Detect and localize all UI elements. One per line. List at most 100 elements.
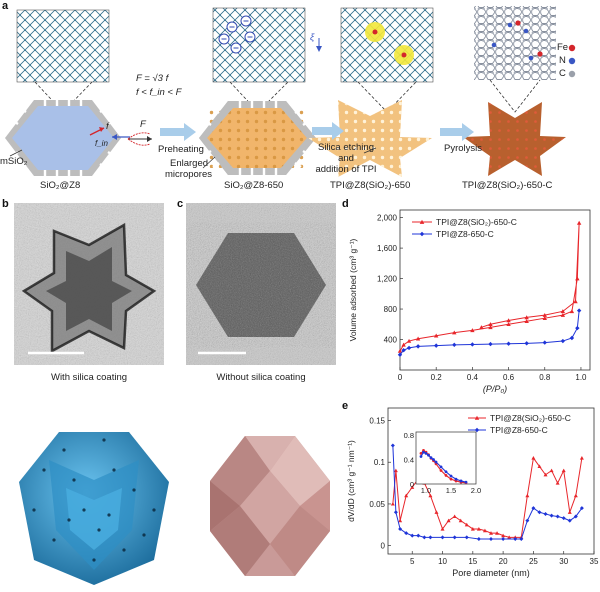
y-tick-label: 800 bbox=[384, 305, 398, 314]
data-point bbox=[560, 338, 566, 344]
data-point bbox=[452, 342, 457, 348]
inset-y-tick-label: 0 bbox=[410, 480, 414, 489]
data-point bbox=[549, 513, 554, 518]
data-point bbox=[428, 535, 433, 540]
inset-point bbox=[444, 474, 448, 477]
data-point bbox=[542, 312, 547, 317]
data-point bbox=[513, 536, 518, 541]
series-line-0 bbox=[399, 222, 580, 352]
data-point bbox=[549, 468, 554, 473]
data-point bbox=[476, 526, 481, 531]
panel-c-label: c bbox=[177, 198, 184, 210]
enlarged-label-1: Enlarged bbox=[170, 158, 209, 169]
legend-marker bbox=[419, 231, 425, 237]
graphene-zoom bbox=[474, 6, 556, 80]
tem-image-with-coating bbox=[14, 203, 164, 365]
x-tick-label: 15 bbox=[468, 557, 477, 566]
data-point bbox=[489, 536, 493, 541]
data-point bbox=[495, 531, 500, 535]
data-point bbox=[519, 536, 524, 541]
legend-fe: Fe bbox=[557, 42, 569, 53]
data-point bbox=[537, 510, 542, 515]
data-point bbox=[555, 481, 560, 485]
inset-point bbox=[449, 474, 453, 478]
data-point bbox=[579, 506, 584, 511]
y-tick-label: 1,200 bbox=[377, 275, 398, 284]
data-point bbox=[410, 533, 415, 538]
data-point bbox=[542, 315, 547, 320]
stage3-label: TPI@Z8(SiO₂)-650 bbox=[330, 180, 411, 191]
x-tick-label: 5 bbox=[410, 557, 415, 566]
process-arrows bbox=[160, 122, 474, 141]
data-point bbox=[561, 516, 566, 521]
inset-point bbox=[419, 452, 423, 455]
panel-e-label: e bbox=[342, 400, 349, 412]
inset-point bbox=[432, 458, 435, 461]
chart-e: 5 10 15 20 25 30 35 0 0.05 0.1 0.15 Pore diameter (… bbox=[346, 407, 599, 578]
data-point bbox=[404, 531, 409, 536]
force-F-label: F bbox=[140, 119, 146, 130]
force-f-label: f bbox=[106, 121, 109, 132]
data-point bbox=[415, 336, 421, 341]
particle-sio2-z8-650 bbox=[199, 101, 316, 175]
schematic-svg bbox=[5, 6, 576, 177]
data-point bbox=[433, 333, 439, 338]
data-point bbox=[501, 533, 506, 538]
inset-point bbox=[419, 455, 423, 458]
x-tick-label: 0.8 bbox=[539, 373, 551, 382]
data-point bbox=[488, 325, 493, 330]
data-point bbox=[569, 335, 575, 341]
data-point bbox=[488, 322, 493, 327]
data-point bbox=[452, 330, 457, 335]
stage1-label: SiO₂@Z8 bbox=[40, 180, 81, 191]
tem-c-caption: Without silica coating bbox=[216, 372, 306, 383]
data-point bbox=[458, 518, 463, 523]
step-etching-2: and bbox=[338, 153, 354, 164]
panel-a-label: a bbox=[2, 0, 9, 12]
data-point bbox=[575, 276, 580, 281]
data-point bbox=[573, 299, 578, 304]
step-etching-1: Silica etching bbox=[318, 142, 374, 153]
x-tick-label: 10 bbox=[438, 557, 447, 566]
data-point bbox=[440, 526, 445, 531]
inset-x-tick-label: 2.0 bbox=[471, 486, 481, 495]
x-tick-label: 0 bbox=[398, 373, 403, 382]
data-point bbox=[406, 345, 412, 351]
data-point bbox=[524, 315, 529, 320]
data-point bbox=[506, 322, 511, 327]
data-point bbox=[476, 536, 481, 541]
x-axis-label: Pore diameter (nm) bbox=[452, 568, 530, 578]
inset-point bbox=[464, 480, 468, 484]
data-point bbox=[393, 510, 398, 515]
data-point bbox=[561, 468, 566, 473]
data-point bbox=[569, 309, 575, 314]
plot-frame bbox=[399, 209, 591, 371]
legend-marker bbox=[474, 427, 480, 433]
inset-y-tick-label: 0.4 bbox=[404, 456, 414, 465]
data-point bbox=[415, 344, 421, 349]
inset-point bbox=[439, 465, 443, 469]
data-point bbox=[464, 522, 469, 527]
data-point bbox=[543, 511, 548, 516]
y-tick-label: 400 bbox=[384, 336, 398, 345]
mesh-zoom-1 bbox=[16, 9, 110, 83]
legend-c: C bbox=[559, 68, 566, 79]
data-point bbox=[428, 493, 433, 498]
panel-b-label: b bbox=[2, 198, 9, 210]
step-pyrolysis: Pyrolysis bbox=[444, 143, 483, 154]
tem-b-caption: With silica coating bbox=[50, 372, 128, 383]
data-point bbox=[573, 493, 578, 498]
data-point bbox=[446, 518, 451, 523]
legend-label-0: TPI@Z8(SiO₂)-650-C bbox=[490, 413, 571, 423]
y-tick-label: 2,000 bbox=[377, 214, 398, 223]
inset-x-tick-label: 1.0 bbox=[421, 486, 431, 495]
y-axis-label: dV/dD (cm³ g⁻¹ nm⁻¹) bbox=[346, 440, 356, 522]
legend-label-0: TPI@Z8(SiO₂)-650-C bbox=[436, 217, 517, 227]
stage4-label: TPI@Z8(SiO₂)-650-C bbox=[462, 180, 553, 191]
tem-image-without-coating bbox=[186, 203, 336, 365]
legend-marker bbox=[474, 415, 480, 420]
data-point bbox=[470, 526, 475, 531]
data-point bbox=[573, 514, 578, 519]
force-eq-1: F = √3 f bbox=[136, 73, 169, 84]
data-point bbox=[482, 528, 487, 533]
